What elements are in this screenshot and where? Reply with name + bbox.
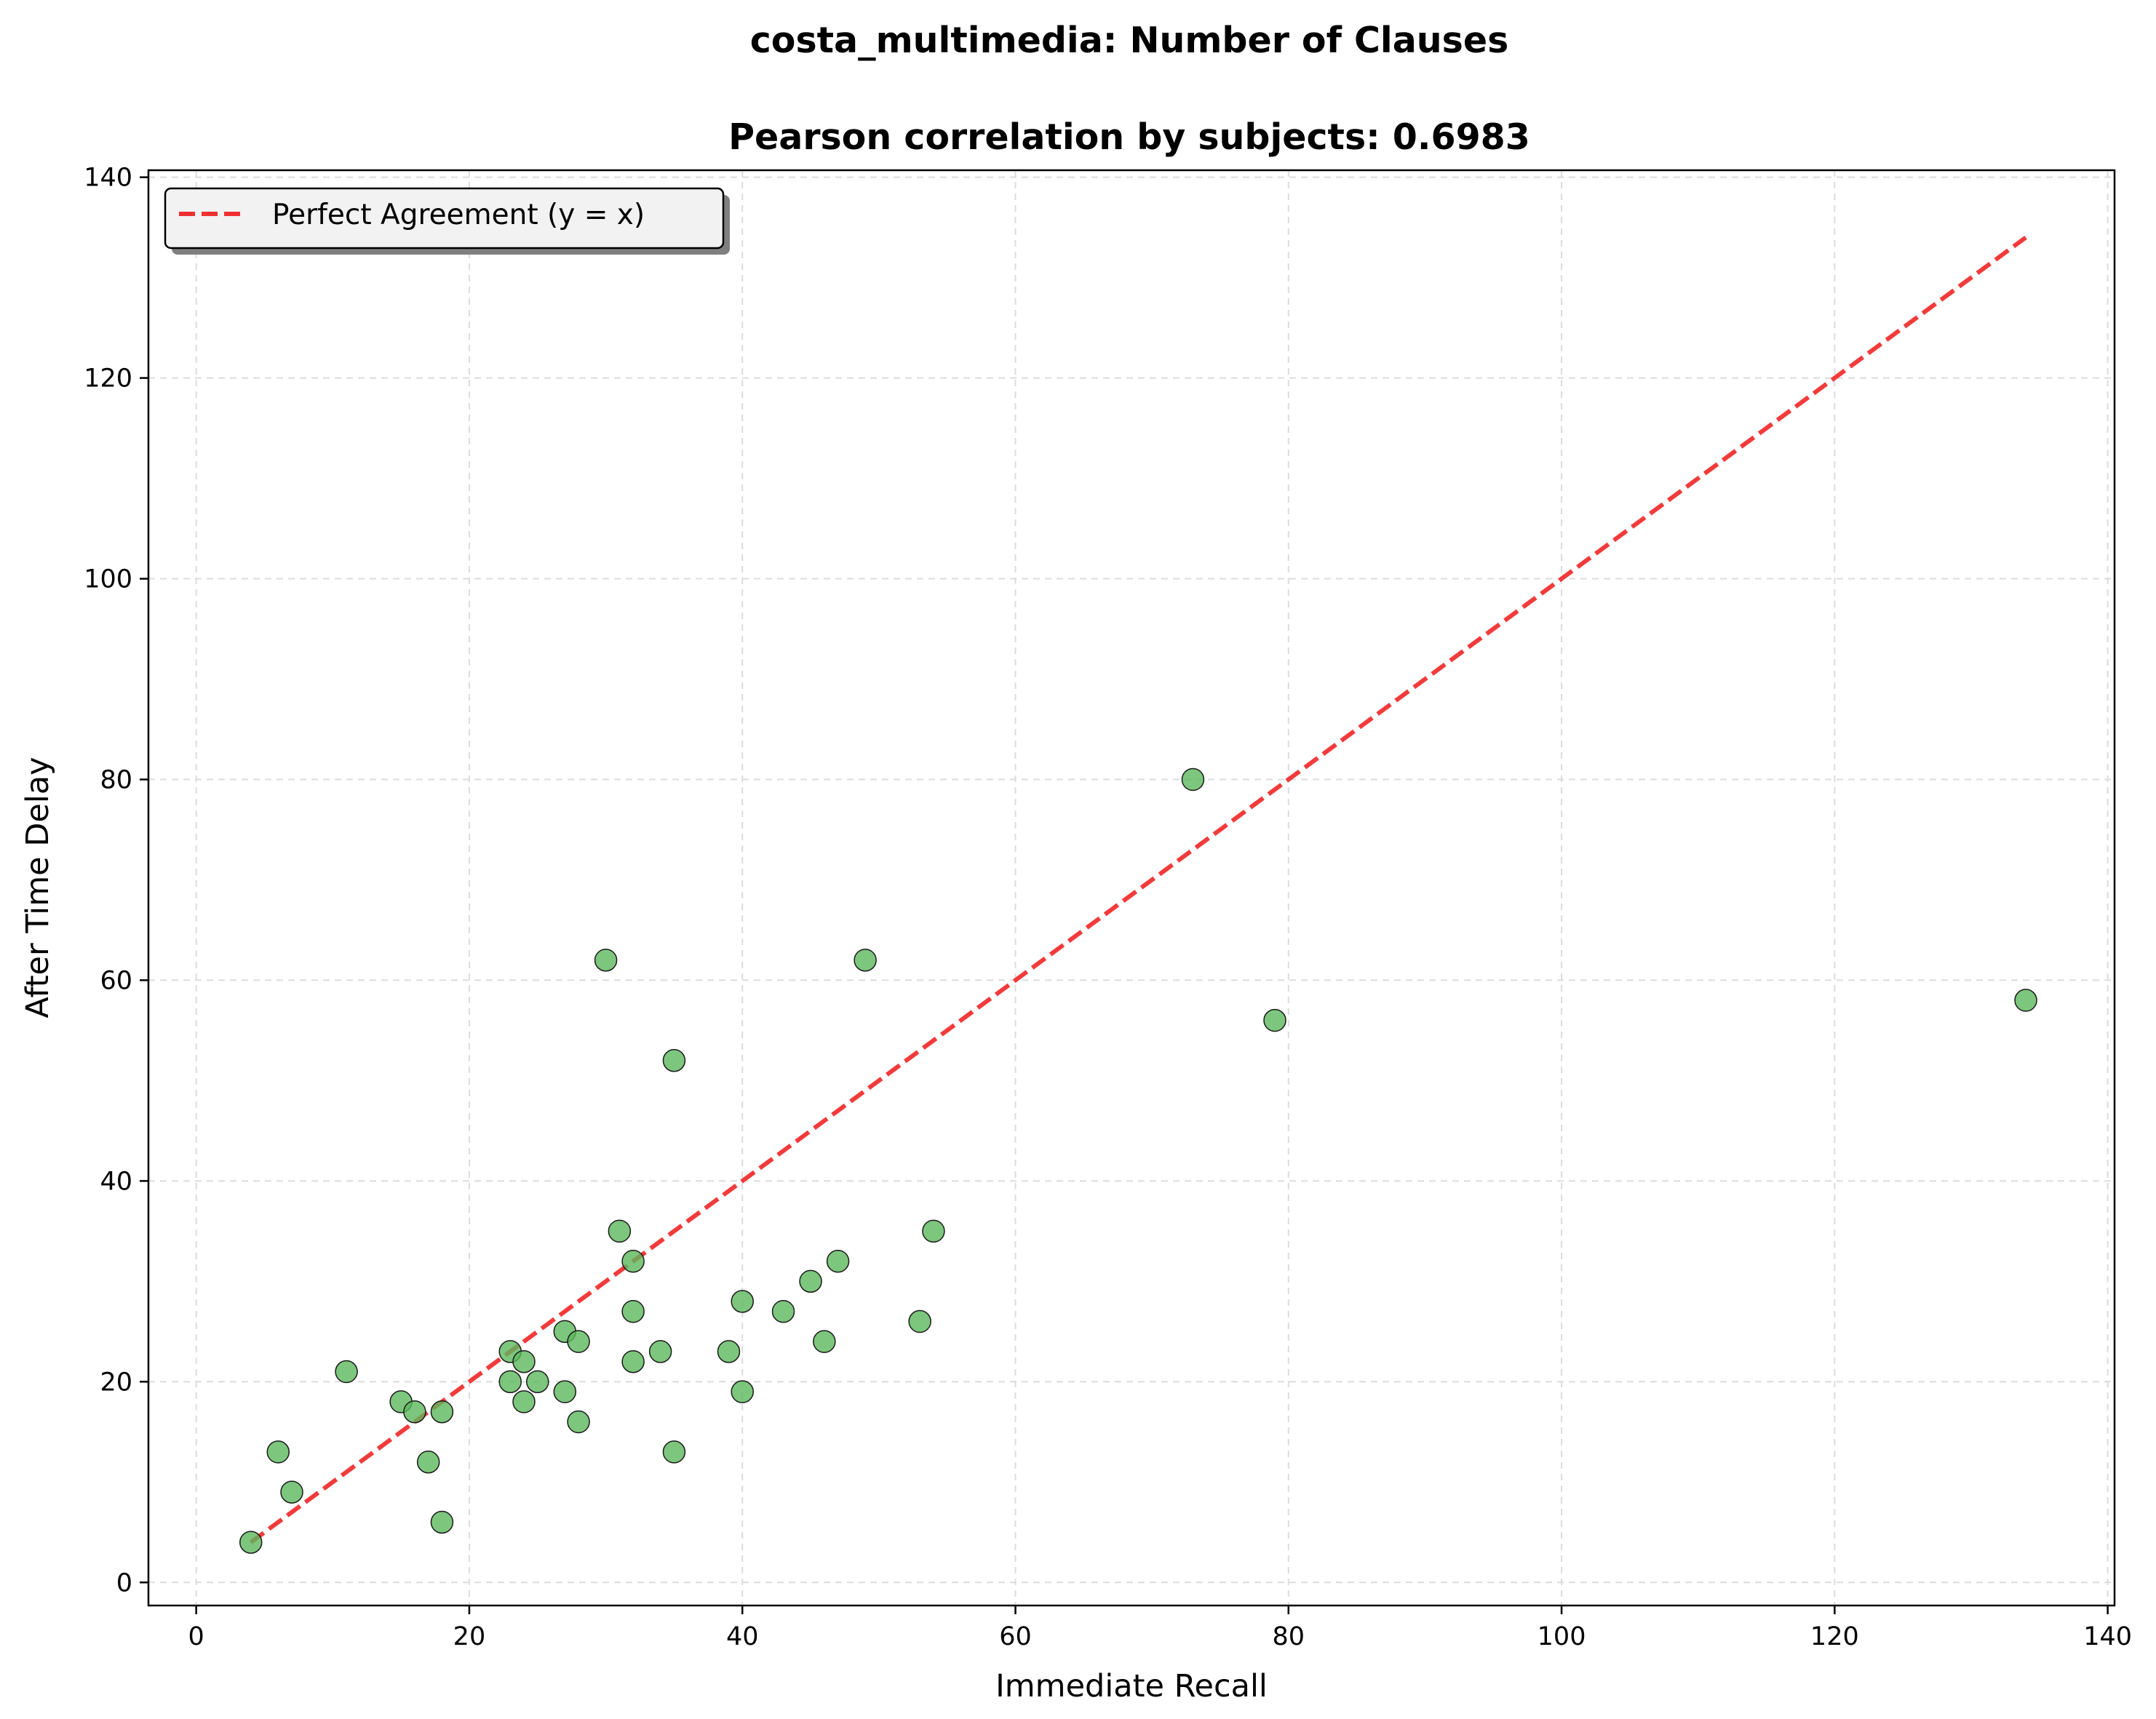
data-point (1181, 767, 1205, 791)
data-point (594, 949, 618, 972)
data-point (826, 1250, 850, 1273)
data-point (662, 1049, 686, 1072)
data-point (799, 1269, 822, 1293)
y-tick-label: 100 (84, 565, 132, 594)
data-point (567, 1330, 590, 1353)
legend: Perfect Agreement (y = x) (164, 187, 730, 255)
x-tick-label: 60 (999, 1622, 1032, 1651)
data-point (648, 1340, 672, 1363)
data-point (512, 1390, 536, 1413)
data-point (526, 1370, 549, 1394)
x-tick-label: 140 (2083, 1622, 2132, 1651)
reference-line (249, 236, 2027, 1544)
data-point (608, 1219, 632, 1243)
x-tick-label: 0 (188, 1622, 204, 1651)
chart-title: costa_multimedia: Number of Clauses (750, 20, 1509, 61)
data-point (498, 1370, 522, 1394)
y-tick-label: 60 (100, 966, 132, 995)
data-point (854, 949, 877, 972)
data-point (266, 1440, 290, 1464)
data-point (813, 1330, 836, 1353)
data-point (621, 1349, 645, 1373)
data-point (335, 1360, 358, 1384)
data-point (731, 1290, 754, 1313)
data-point (239, 1531, 263, 1554)
data-point (280, 1480, 303, 1504)
data-point (430, 1510, 454, 1534)
plot-frame (147, 169, 2116, 1607)
y-tick-label: 20 (100, 1368, 132, 1397)
axis-ticks: 0 20 40 60 80 100 120 140 0 20 40 60 80 100 120 140 (84, 164, 2132, 1651)
legend-box (164, 187, 725, 250)
data-point (430, 1400, 454, 1424)
data-point (922, 1219, 945, 1243)
data-point (717, 1340, 741, 1363)
y-axis-label: After Time Delay (20, 757, 56, 1018)
data-point (771, 1299, 795, 1323)
data-point (2014, 989, 2037, 1012)
data-point (553, 1380, 577, 1403)
y-tick-label: 0 (116, 1568, 132, 1598)
x-tick-label: 100 (1538, 1622, 1586, 1651)
chart-subtitle: Pearson correlation by subjects: 0.6983 (728, 116, 1530, 158)
x-tick-label: 80 (1273, 1622, 1305, 1651)
y-tick-label: 140 (84, 164, 132, 193)
data-point (908, 1309, 931, 1333)
data-point (416, 1450, 440, 1474)
x-tick-label: 120 (1810, 1622, 1859, 1651)
grid (148, 170, 2115, 1606)
data-point (512, 1349, 536, 1373)
data-point (731, 1380, 754, 1403)
y-tick-label: 40 (100, 1167, 132, 1196)
y-tick-label: 120 (84, 364, 132, 394)
x-axis-label: Immediate Recall (995, 1668, 1268, 1704)
legend-entry-label: Perfect Agreement (y = x) (272, 199, 645, 231)
data-point (621, 1250, 645, 1273)
x-tick-label: 40 (726, 1622, 759, 1651)
data-point (662, 1440, 686, 1464)
data-point (1263, 1008, 1286, 1032)
x-tick-label: 20 (453, 1622, 486, 1651)
data-point (567, 1410, 590, 1434)
y-tick-label: 80 (100, 765, 132, 794)
data-point (403, 1400, 426, 1424)
reference-line-layer (249, 236, 2027, 1544)
data-point (621, 1299, 645, 1323)
data-points (239, 767, 2037, 1554)
